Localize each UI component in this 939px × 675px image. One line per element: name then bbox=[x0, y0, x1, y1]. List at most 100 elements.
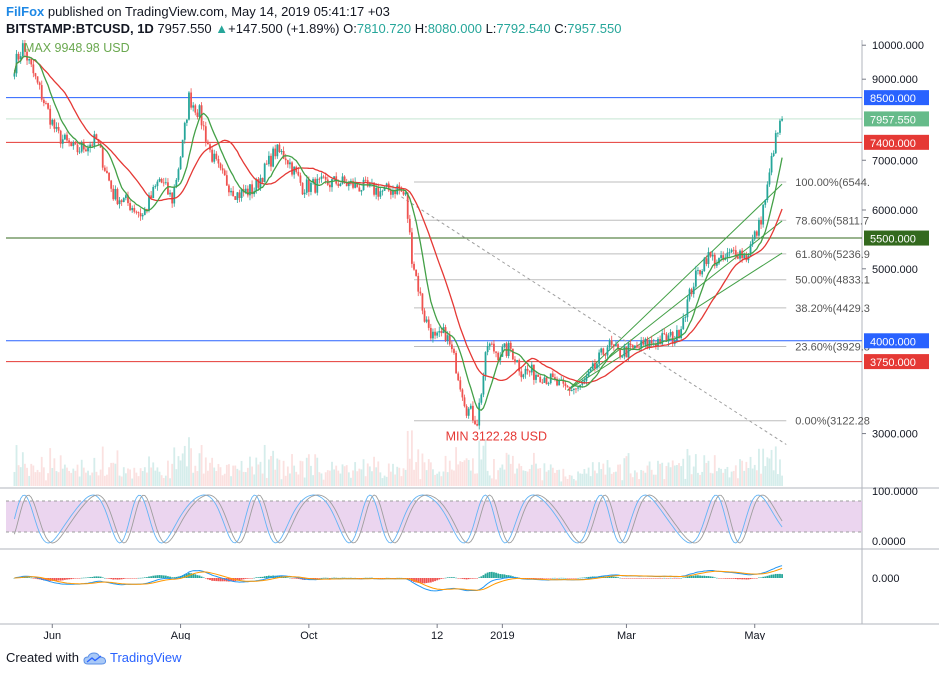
volume-bar bbox=[339, 473, 342, 486]
volume-bar bbox=[425, 470, 428, 486]
macd-histogram-bar bbox=[202, 577, 205, 578]
volume-bar bbox=[608, 467, 611, 486]
volume-bar bbox=[659, 463, 661, 486]
macd-histogram-bar bbox=[110, 578, 113, 580]
macd-histogram-bar bbox=[482, 575, 485, 578]
last-price-label[interactable]: 7957.550 bbox=[870, 114, 916, 126]
candle bbox=[604, 352, 607, 360]
candle-body bbox=[488, 343, 491, 347]
macd-histogram-bar bbox=[347, 577, 350, 579]
tradingview-link[interactable]: TradingView bbox=[110, 650, 182, 665]
volume-bar bbox=[438, 471, 441, 486]
candle bbox=[230, 187, 232, 196]
candle-body bbox=[255, 179, 258, 192]
candle-body bbox=[167, 182, 169, 195]
volume-bar bbox=[192, 472, 195, 486]
trend-drawings[interactable] bbox=[401, 183, 787, 445]
level-tag[interactable] bbox=[864, 230, 929, 246]
candle-body bbox=[444, 327, 447, 341]
candle bbox=[699, 269, 701, 277]
macd-histogram-bar bbox=[143, 577, 146, 578]
macd-histogram-bar bbox=[768, 575, 771, 578]
candle bbox=[762, 203, 765, 228]
volume-bar bbox=[289, 473, 291, 486]
macd-histogram-bar bbox=[673, 578, 676, 579]
price-chart[interactable]: 100.00%(6544.78.60%(5811.761.80%(5236.95… bbox=[0, 40, 939, 640]
candle bbox=[533, 364, 535, 385]
macd-histogram-bar bbox=[720, 578, 722, 579]
candle-body bbox=[354, 182, 357, 188]
macd-histogram-bar bbox=[238, 578, 241, 581]
volume-bar bbox=[232, 465, 235, 486]
candle-body bbox=[312, 179, 314, 183]
macd-histogram-bar bbox=[495, 572, 497, 578]
candle-body bbox=[392, 190, 394, 195]
volume-bar bbox=[638, 479, 640, 486]
level-tag[interactable] bbox=[864, 354, 929, 370]
macd-histogram-bar bbox=[53, 578, 56, 581]
level-label[interactable]: 5500.000 bbox=[870, 234, 916, 246]
level-label[interactable]: 4000.000 bbox=[870, 336, 916, 348]
volume-bar bbox=[724, 468, 727, 486]
candle bbox=[179, 155, 182, 170]
candle-body bbox=[265, 163, 268, 165]
level-label[interactable]: 3750.000 bbox=[870, 357, 916, 369]
volume-bar bbox=[59, 455, 62, 486]
time-axis[interactable]: Jun Aug Oct 12 2019 Mar May bbox=[43, 624, 766, 640]
level-tag[interactable] bbox=[864, 333, 929, 349]
level-label[interactable]: 8500.000 bbox=[870, 93, 916, 105]
candle bbox=[623, 343, 626, 360]
candle-body bbox=[760, 220, 762, 225]
downtrend-line[interactable] bbox=[401, 196, 787, 445]
candle bbox=[490, 341, 493, 346]
candle bbox=[131, 205, 134, 213]
author-name[interactable]: FilFox bbox=[6, 4, 45, 19]
candle bbox=[596, 362, 598, 371]
volume-bar bbox=[118, 475, 121, 486]
level-label[interactable]: 7400.000 bbox=[870, 138, 916, 150]
candle bbox=[305, 175, 308, 195]
volume-bar bbox=[728, 477, 731, 486]
symbol-label[interactable]: BITSTAMP:BTCUSD, 1D bbox=[6, 21, 154, 36]
volume-bar bbox=[501, 464, 504, 486]
level-tag[interactable] bbox=[864, 134, 929, 150]
channel-lower[interactable] bbox=[567, 252, 783, 391]
macd-histogram-bar bbox=[528, 578, 531, 579]
price-axis[interactable]: 8500.000 7400.000 5500.000 4000.000 3750.000… bbox=[862, 40, 929, 441]
macd-histogram-bar bbox=[236, 578, 239, 581]
macd-histogram-bar bbox=[497, 573, 500, 578]
candle bbox=[328, 181, 331, 192]
macd-histogram-bar bbox=[26, 577, 28, 578]
horizontal-levels[interactable] bbox=[6, 97, 862, 363]
candle bbox=[427, 316, 430, 331]
volume-bar bbox=[654, 474, 657, 486]
candle bbox=[274, 144, 277, 160]
candle-body bbox=[450, 344, 453, 350]
volume-bar bbox=[297, 474, 300, 486]
candle bbox=[442, 323, 445, 334]
candle bbox=[663, 328, 666, 336]
candle-body bbox=[415, 269, 418, 276]
macd-histogram-bar bbox=[583, 577, 586, 578]
volume-bar bbox=[381, 478, 384, 486]
candle-body bbox=[627, 343, 630, 358]
volume-bar bbox=[379, 472, 382, 486]
channel-middle[interactable] bbox=[567, 220, 783, 391]
candle-body bbox=[612, 344, 615, 346]
price-tick-label: 3000.000 bbox=[872, 429, 918, 441]
fibonacci-retracement[interactable]: 100.00%(6544. 78.60%(5811.7 61.80%(5236.9 5… bbox=[414, 177, 870, 428]
volume-bar bbox=[345, 465, 348, 486]
macd-histogram-bar bbox=[82, 577, 85, 579]
candlestick-series bbox=[13, 40, 783, 430]
macd-histogram-bar bbox=[209, 578, 211, 581]
channel-upper[interactable] bbox=[567, 183, 783, 391]
candle bbox=[225, 170, 228, 186]
candle bbox=[47, 102, 49, 110]
candle-body bbox=[198, 105, 201, 117]
macd-histogram-bar bbox=[337, 577, 340, 579]
last-price-tag[interactable] bbox=[864, 111, 929, 127]
macd-histogram-bar bbox=[770, 574, 773, 578]
level-tag[interactable] bbox=[864, 90, 929, 106]
volume-bar bbox=[242, 471, 245, 486]
volume-bar bbox=[713, 455, 716, 486]
